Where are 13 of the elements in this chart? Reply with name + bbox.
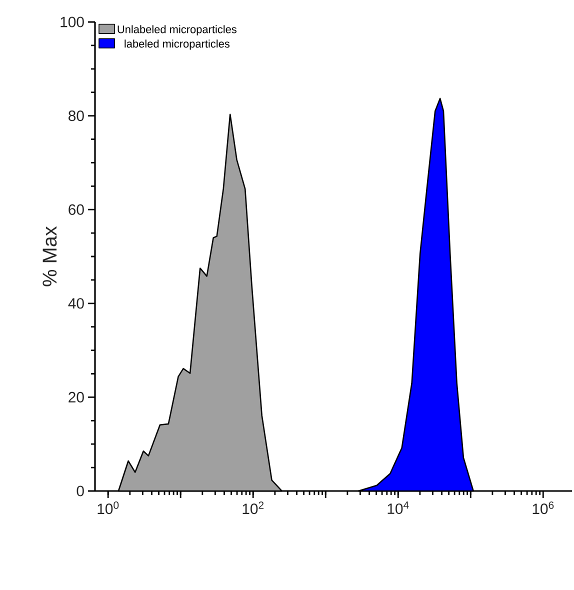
- y-tick-label: 40: [68, 298, 84, 309]
- x-tick-label: 10$^{6}$: [532, 501, 554, 514]
- legend-label: labeled microparticles: [124, 40, 230, 50]
- y-tick-label: 100: [60, 16, 84, 28]
- y-axis-title: % Max: [42, 226, 57, 286]
- x-tick-label: 10$^{0}$: [98, 501, 119, 514]
- legend-label: Unlabeled microparticles: [118, 25, 237, 36]
- x-tick-label: 10$^{4}$: [388, 501, 409, 514]
- y-tick-label: 20: [68, 392, 84, 402]
- y-tick-label: 0: [76, 486, 84, 496]
- y-tick-label: 80: [68, 110, 84, 122]
- y-tick-label: 60: [68, 204, 84, 215]
- x-tick-label: 10$^{2}$: [242, 501, 264, 514]
